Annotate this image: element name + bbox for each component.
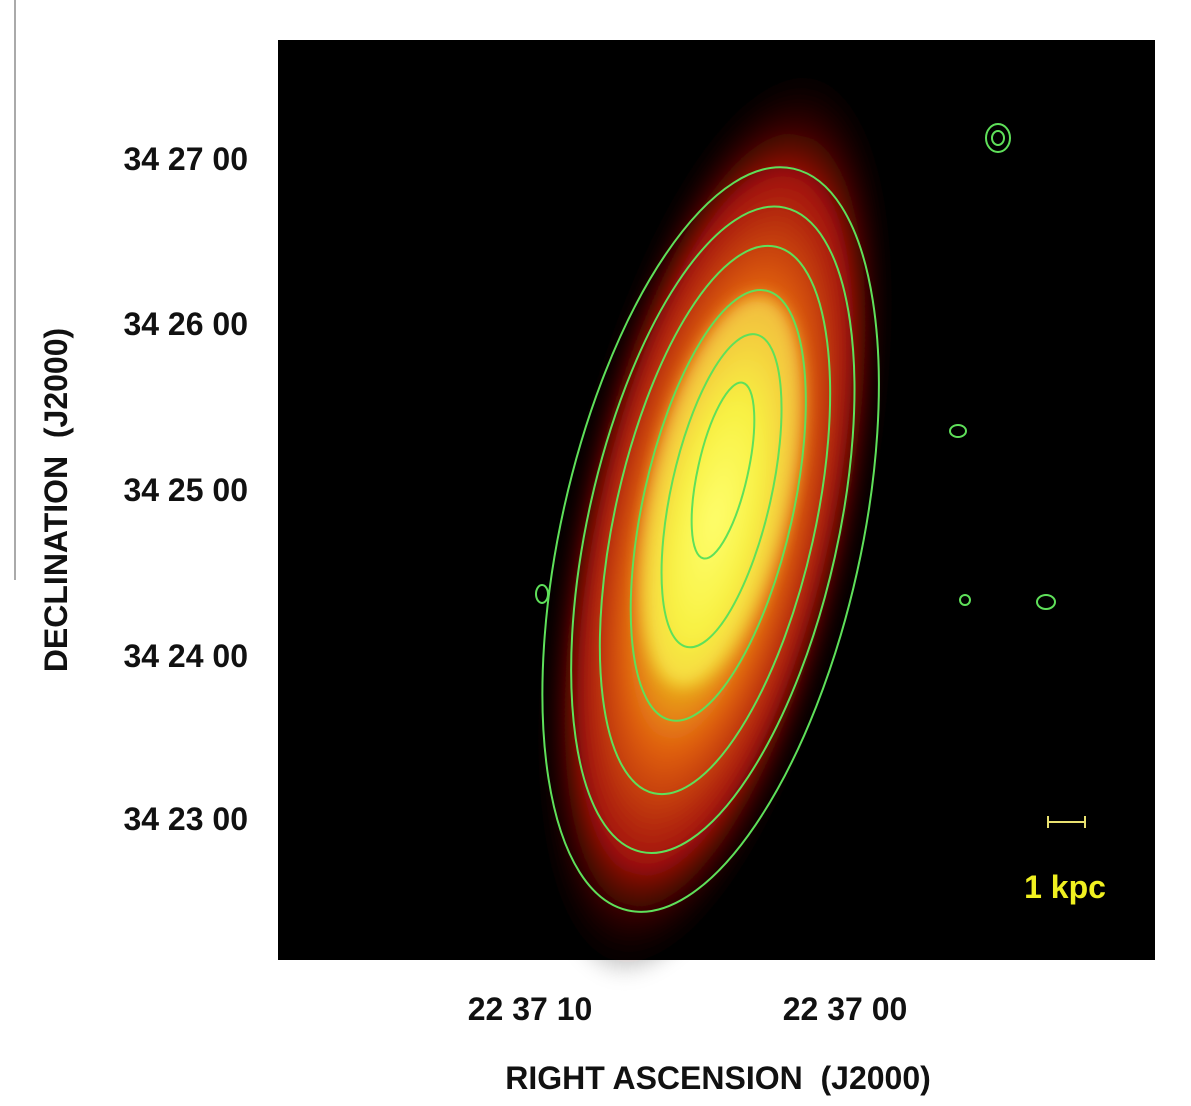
contour [959,594,971,606]
galaxy-core [640,294,803,687]
contour [949,424,967,438]
contour [660,333,783,649]
contour [598,244,832,796]
contour [690,381,756,560]
scale-bar-label: 1 kpc [1024,869,1106,905]
y-tick-label: 34 27 00 [123,141,248,177]
contour [1036,594,1056,610]
contour [541,166,880,913]
y-tick-label: 34 25 00 [123,472,248,508]
x-tick-label: 22 37 10 [468,991,593,1027]
y-tick-label: 34 24 00 [123,638,248,674]
contour [629,289,807,722]
small-contours [535,123,1056,610]
x-tick-label: 22 37 00 [783,991,908,1027]
y-tick-label: 34 26 00 [123,306,248,342]
contour [985,123,1011,153]
galaxy [536,60,894,980]
contours [541,166,880,913]
contour [535,584,549,604]
x-axis-label: RIGHT ASCENSION (J2000) [505,1060,931,1096]
y-axis-label: DECLINATION (J2000) [38,328,74,672]
contour [991,130,1005,146]
contour [570,205,856,854]
y-tick-label: 34 23 00 [123,801,248,837]
